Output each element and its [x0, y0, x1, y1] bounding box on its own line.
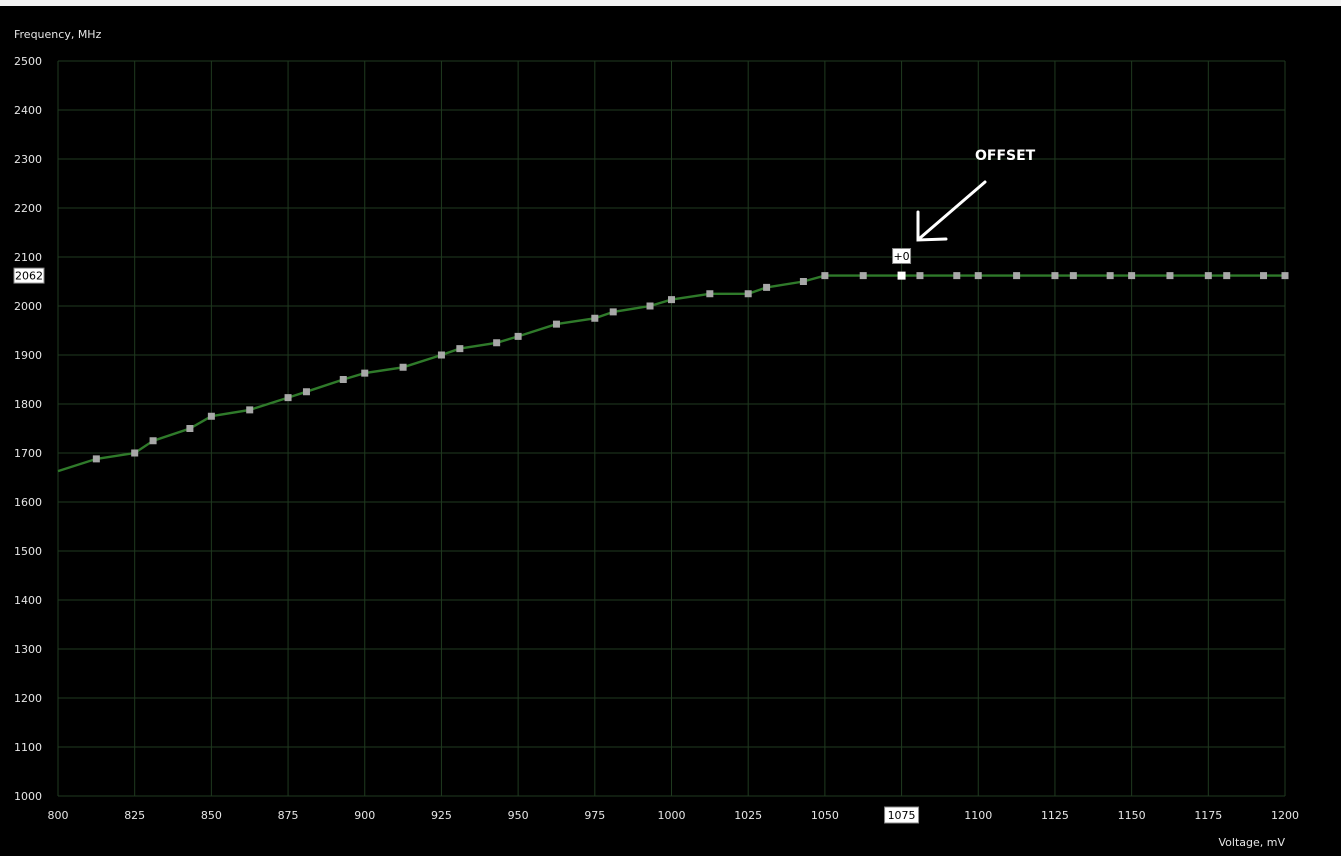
- curve-point: [799, 278, 807, 285]
- offset-arrow-icon: [916, 180, 987, 242]
- y-tick-label: 2000: [14, 300, 42, 313]
- x-tick-label: 1000: [658, 809, 686, 822]
- curve-point: [1166, 272, 1174, 280]
- y-tick-label: 2500: [14, 55, 42, 68]
- curve-point: [92, 455, 100, 463]
- x-tick-label: 1100: [964, 809, 992, 822]
- curve-point: [284, 394, 292, 402]
- y-tick-label: 1500: [14, 545, 42, 558]
- x-tick-label: 1200: [1271, 809, 1299, 822]
- selected-curve-point: [897, 271, 906, 280]
- x-tick-label: 1125: [1041, 809, 1069, 822]
- y-tick-label: 1100: [14, 741, 42, 754]
- x-value-box: 1075: [884, 806, 920, 824]
- y-tick-label: 1200: [14, 692, 42, 705]
- x-tick-label: 1025: [734, 809, 762, 822]
- y-tick-label: 2100: [14, 251, 42, 264]
- y-tick-label: 1300: [14, 643, 42, 656]
- selection-markers: 2062 1075 +0: [13, 248, 920, 824]
- x-tick-label: 850: [201, 809, 222, 822]
- curve-point: [916, 272, 924, 280]
- curve-point: [302, 388, 310, 396]
- curve-point: [1013, 272, 1021, 280]
- curve-points: [92, 271, 1289, 463]
- curve-point: [552, 320, 560, 328]
- y-tick-label: 2400: [14, 104, 42, 117]
- curve-point: [859, 272, 867, 280]
- curve-point: [974, 272, 982, 280]
- curve-point: [668, 296, 675, 304]
- curve-point: [149, 437, 157, 445]
- y-tick-label: 1900: [14, 349, 42, 362]
- curve-point: [1260, 272, 1268, 280]
- curve-point: [437, 351, 445, 359]
- curve-point: [821, 272, 829, 280]
- curve-point: [591, 314, 599, 322]
- curve-point: [1204, 272, 1212, 280]
- y-value-box: 2062: [13, 267, 45, 284]
- x-tick-label: 825: [124, 809, 145, 822]
- y-tick-label: 1400: [14, 594, 42, 607]
- y-tick-label: 2200: [14, 202, 42, 215]
- curve-point: [1069, 272, 1077, 280]
- window-top-edge: [0, 0, 1341, 6]
- x-tick-label: 925: [431, 809, 452, 822]
- curve-point: [514, 332, 522, 340]
- curve-point: [1051, 272, 1059, 280]
- curve-point: [339, 376, 347, 383]
- y-axis-ticks: 1000 1100 1200 1300 1400 1500 1600 1700 1800 1900…: [14, 55, 42, 803]
- y-tick-label: 1800: [14, 398, 42, 411]
- x-tick-label: 800: [48, 809, 69, 822]
- y-tick-label: 1700: [14, 447, 42, 460]
- x-tick-label: 1175: [1194, 809, 1222, 822]
- curve-point: [493, 339, 501, 347]
- curve-point: [953, 272, 961, 280]
- y-tick-label: 2300: [14, 153, 42, 166]
- x-tick-label: 1050: [811, 809, 839, 822]
- grid: [57, 60, 1286, 797]
- curve-point: [207, 412, 215, 420]
- curve-point: [131, 449, 139, 457]
- x-value-label: 1075: [888, 809, 916, 822]
- curve-point: [1128, 272, 1136, 280]
- offset-box: +0: [892, 248, 912, 264]
- x-tick-label: 875: [278, 809, 299, 822]
- x-tick-label: 975: [584, 809, 605, 822]
- y-value-label: 2062: [15, 270, 43, 283]
- curve-point: [361, 369, 369, 377]
- x-tick-label: 950: [508, 809, 529, 822]
- curve-point: [1281, 272, 1289, 280]
- curve-point: [744, 290, 752, 298]
- offset-annotation: OFFSET: [975, 148, 1036, 164]
- curve-point: [1223, 272, 1231, 280]
- curve-point: [1106, 272, 1114, 280]
- offset-value-label: +0: [893, 250, 909, 263]
- curve-point: [763, 283, 771, 291]
- y-tick-label: 1600: [14, 496, 42, 509]
- x-axis-title: Voltage, mV: [1219, 836, 1286, 849]
- x-axis-ticks: 800 825 850 875 900 925 950 975 1000 1025 1050 1100…: [48, 809, 1300, 822]
- curve-point: [399, 363, 407, 371]
- x-tick-label: 1150: [1118, 809, 1146, 822]
- curve-point: [646, 302, 654, 310]
- y-axis-title: Frequency, MHz: [14, 28, 102, 41]
- curve-point: [246, 406, 254, 414]
- curve-point: [186, 425, 194, 432]
- x-tick-label: 900: [354, 809, 375, 822]
- curve-point: [609, 308, 617, 316]
- curve-point: [706, 290, 714, 298]
- y-tick-label: 1000: [14, 790, 42, 803]
- curve-point: [456, 345, 464, 353]
